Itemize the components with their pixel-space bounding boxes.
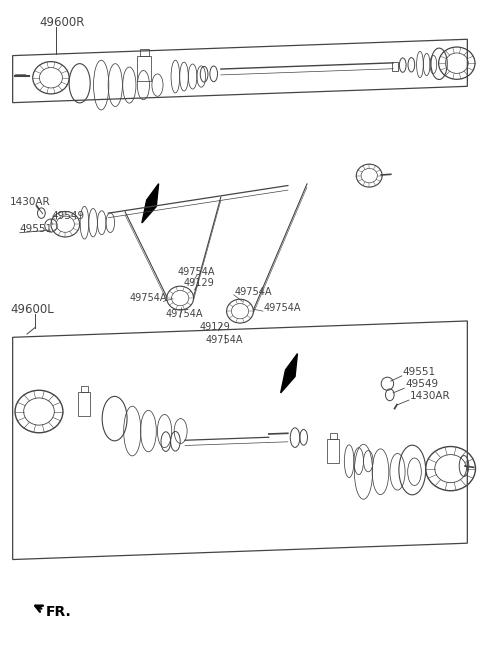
Polygon shape — [142, 183, 158, 223]
Bar — [137, 56, 152, 81]
Text: 49549: 49549 — [405, 379, 438, 389]
Bar — [392, 62, 398, 71]
Text: 49754A: 49754A — [130, 293, 168, 303]
Text: 49129: 49129 — [199, 322, 230, 333]
Text: 49754A: 49754A — [205, 335, 243, 345]
Bar — [81, 386, 88, 392]
Text: 49551: 49551 — [403, 367, 436, 377]
Text: 49549: 49549 — [51, 211, 84, 221]
Bar — [327, 439, 339, 462]
Text: 49754A: 49754A — [234, 286, 272, 297]
Text: 1430AR: 1430AR — [410, 391, 451, 401]
Text: 49754A: 49754A — [264, 303, 301, 313]
Polygon shape — [281, 354, 298, 393]
Text: 49600L: 49600L — [10, 303, 54, 316]
Text: 49129: 49129 — [184, 278, 215, 288]
Text: 49551: 49551 — [20, 224, 53, 234]
Text: 49754A: 49754A — [178, 267, 216, 277]
Text: 49600R: 49600R — [39, 16, 84, 29]
Text: 49754A: 49754A — [166, 309, 204, 320]
Text: FR.: FR. — [46, 605, 72, 619]
Bar — [140, 49, 149, 56]
Bar — [330, 433, 337, 439]
Text: 1430AR: 1430AR — [10, 197, 51, 207]
Bar — [78, 392, 90, 416]
